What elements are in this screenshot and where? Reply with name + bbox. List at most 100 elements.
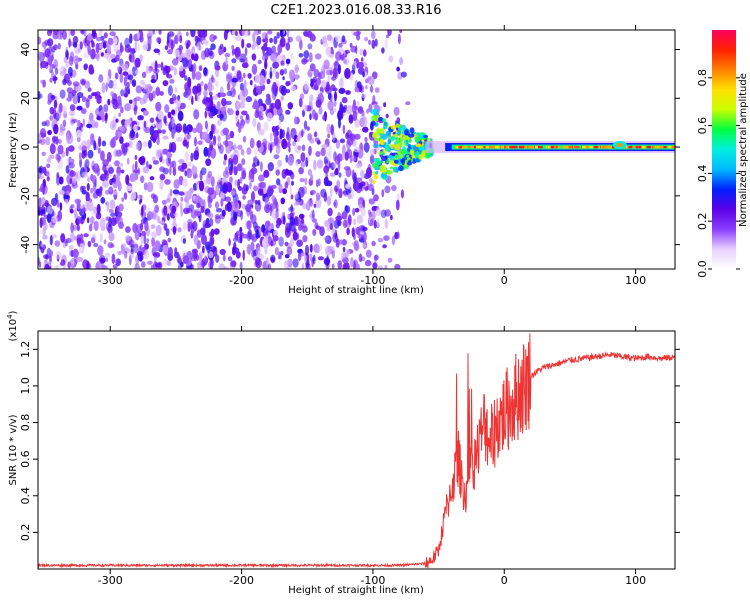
heatmap-cell bbox=[320, 79, 327, 89]
heatmap-cell bbox=[385, 113, 389, 119]
heatmap-cell bbox=[164, 179, 171, 185]
heatmap-cell bbox=[315, 99, 322, 108]
heatmap-cell bbox=[335, 51, 342, 61]
carrier-segment bbox=[585, 145, 589, 149]
heatmap-cell bbox=[213, 35, 217, 40]
heatmap-cell bbox=[342, 219, 348, 228]
heatmap-cell bbox=[303, 50, 310, 59]
heatmap-cell bbox=[137, 253, 144, 262]
heatmap-cell bbox=[87, 193, 91, 199]
heatmap-cell bbox=[65, 197, 68, 205]
heatmap-cell bbox=[300, 161, 306, 168]
heatmap-cell bbox=[258, 174, 265, 182]
heatmap-cell bbox=[150, 264, 154, 269]
heatmap-cell bbox=[263, 169, 270, 178]
heatmap-cell bbox=[113, 37, 118, 45]
heatmap-cell bbox=[331, 250, 335, 259]
heatmap-cell bbox=[233, 166, 238, 176]
heatmap-cell bbox=[357, 162, 363, 167]
heatmap-cell bbox=[320, 147, 326, 157]
heatmap-cell bbox=[124, 37, 130, 48]
heatmap-cell bbox=[218, 263, 226, 269]
heatmap-cell bbox=[41, 209, 46, 214]
heatmap-cell bbox=[333, 199, 338, 209]
heatmap-cell bbox=[255, 229, 260, 239]
heatmap-cell bbox=[296, 136, 301, 142]
heatmap-cell bbox=[57, 152, 61, 164]
heatmap-cell bbox=[108, 208, 114, 214]
heatmap-cell bbox=[393, 106, 400, 116]
heatmap-cell bbox=[234, 179, 238, 187]
heatmap-cell bbox=[38, 50, 41, 56]
heatmap-cell bbox=[336, 180, 341, 189]
heatmap-cell bbox=[71, 182, 78, 189]
heatmap-cell bbox=[147, 260, 153, 265]
heatmap-cell bbox=[395, 199, 400, 211]
heatmap-cell bbox=[174, 212, 179, 218]
heatmap-cell bbox=[342, 124, 346, 135]
heatmap-cell bbox=[69, 104, 76, 112]
heatmap-cell bbox=[109, 120, 117, 131]
heatmap-cell bbox=[326, 255, 330, 267]
carrier-segment bbox=[593, 145, 598, 149]
heatmap-cell bbox=[63, 56, 67, 64]
heatmap-cell bbox=[302, 104, 308, 112]
heatmap-cell bbox=[258, 188, 264, 196]
heatmap-cell bbox=[124, 119, 132, 125]
heatmap-cell bbox=[267, 185, 274, 196]
heatmap-cell bbox=[346, 227, 350, 236]
carrier-segment bbox=[532, 145, 537, 149]
heatmap-cell bbox=[362, 199, 366, 209]
heatmap-cell bbox=[207, 187, 215, 196]
heatmap-cell bbox=[141, 261, 146, 268]
heatmap-cell bbox=[389, 166, 394, 170]
heatmap-cell bbox=[235, 110, 240, 116]
heatmap-cell bbox=[321, 144, 328, 149]
heatmap-cell bbox=[150, 231, 158, 239]
heatmap-cell bbox=[290, 194, 294, 200]
heatmap-cell bbox=[357, 61, 364, 69]
heatmap-cell bbox=[369, 178, 373, 184]
heatmap-cell bbox=[96, 52, 100, 62]
heatmap-cell bbox=[383, 121, 388, 126]
heatmap-cell bbox=[42, 185, 45, 196]
heatmap-cell bbox=[81, 79, 86, 86]
heatmap-cell bbox=[124, 250, 128, 259]
carrier-segment bbox=[525, 145, 528, 149]
heatmap-cell bbox=[140, 218, 146, 225]
heatmap-cell bbox=[279, 36, 286, 48]
heatmap-cell bbox=[90, 133, 95, 143]
heatmap-cell bbox=[163, 223, 168, 231]
heatmap-cell bbox=[231, 45, 235, 50]
heatmap-cell bbox=[271, 195, 276, 203]
heatmap-cell bbox=[293, 116, 298, 125]
heatmap-cell bbox=[415, 143, 421, 147]
heatmap-cell bbox=[140, 175, 145, 184]
heatmap-cell bbox=[73, 55, 79, 65]
heatmap-cell bbox=[154, 240, 161, 252]
colorbar-tick-label: 0.6 bbox=[696, 117, 709, 135]
carrier-segment bbox=[653, 145, 656, 149]
carrier-segment bbox=[640, 145, 646, 149]
heatmap-cell bbox=[344, 205, 351, 214]
heatmap-cell bbox=[241, 38, 245, 49]
heatmap-cell bbox=[265, 234, 269, 245]
heatmap-cell bbox=[338, 117, 341, 129]
heatmap-cell bbox=[85, 201, 90, 211]
heatmap-cell bbox=[286, 30, 290, 38]
heatmap-frame bbox=[37, 29, 676, 270]
heatmap-cell bbox=[244, 47, 248, 56]
heatmap-cell bbox=[225, 100, 232, 106]
heatmap-cell bbox=[373, 194, 379, 202]
heatmap-cell bbox=[241, 170, 247, 180]
heatmap-cell bbox=[220, 184, 227, 193]
y-tick-label: 0.6 bbox=[19, 450, 32, 468]
heatmap-cell bbox=[375, 160, 381, 166]
heatmap-cell bbox=[51, 71, 55, 80]
heatmap-cell bbox=[119, 42, 123, 54]
carrier-segment bbox=[550, 145, 557, 149]
heatmap-cell bbox=[241, 62, 249, 69]
heatmap-cell bbox=[73, 207, 77, 219]
heatmap-cell bbox=[373, 174, 379, 180]
heatmap-cell bbox=[356, 214, 364, 224]
